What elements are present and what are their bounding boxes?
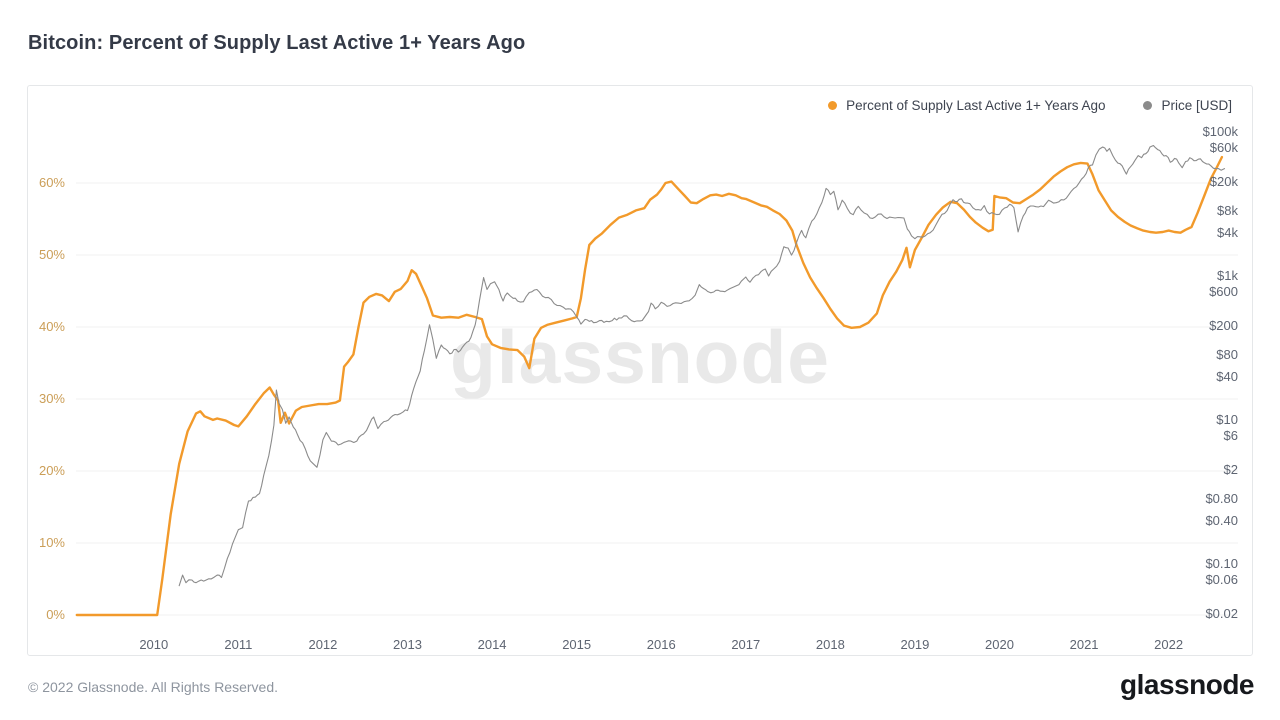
axis-tick-label: $100k (1202, 124, 1238, 140)
axis-tick-label: $600 (1209, 283, 1238, 299)
series-right (178, 144, 1226, 587)
axis-tick-label: $0.80 (1205, 490, 1238, 506)
glassnode-logo[interactable]: glassnode (1120, 669, 1254, 700)
axis-tick-label: $60k (1209, 139, 1238, 155)
axis-tick-label: 2013 (393, 637, 422, 652)
axis-tick-label: 2020 (985, 637, 1014, 652)
axis-tick-label: $2 (1223, 462, 1238, 478)
axis-tick-label: $0.06 (1205, 571, 1238, 587)
axis-tick-label: 20% (38, 463, 65, 479)
legend-label: Percent of Supply Last Active 1+ Years A… (846, 98, 1106, 113)
axis-tick-label: $6 (1223, 427, 1238, 443)
axis-tick-label: 2014 (477, 637, 507, 652)
axis-tick-label: 2022 (1154, 637, 1184, 652)
axis-tick-label: 2021 (1069, 637, 1099, 652)
axis-tick-label: $80 (1216, 346, 1238, 362)
axis-tick-label: 50% (38, 247, 65, 263)
axis-tick-label: 2017 (731, 637, 761, 652)
axis-tick-label: $200 (1209, 318, 1238, 334)
axis-tick-label: 2018 (815, 637, 845, 652)
axis-tick-label: 30% (38, 391, 65, 407)
axis-tick-label: 10% (38, 535, 65, 551)
chart-legend: Percent of Supply Last Active 1+ Years A… (828, 98, 1232, 113)
axis-tick-label: 2010 (139, 637, 169, 652)
axis-tick-label: $1k (1217, 268, 1238, 283)
axis-tick-label: $10 (1216, 411, 1238, 427)
legend-dot-icon (1143, 101, 1153, 110)
axis-tick-label: 60% (38, 175, 65, 191)
axis-tick-label: 2016 (646, 637, 676, 652)
axis-tick-label: $40 (1216, 368, 1238, 384)
axis-tick-label: $20k (1209, 174, 1238, 190)
axis-tick-label: 0% (46, 607, 65, 623)
axis-tick-label: 2015 (562, 637, 592, 652)
axis-tick-label: $4k (1217, 224, 1238, 240)
axis-tick-label: 2011 (224, 637, 253, 652)
axis-tick-label: 40% (38, 319, 65, 335)
axis-tick-label: $0.10 (1205, 555, 1238, 571)
page-title: Bitcoin: Percent of Supply Last Active 1… (28, 32, 526, 54)
legend-dot-icon (828, 101, 838, 110)
copyright-text: © 2022 Glassnode. All Rights Reserved. (28, 679, 279, 695)
axis-tick-label: 2019 (900, 637, 930, 652)
axis-tick-label: $0.40 (1205, 512, 1238, 528)
legend-item-price[interactable]: Price [USD] (1143, 98, 1232, 113)
axis-tick-label: $0.02 (1205, 606, 1238, 622)
series-left (75, 155, 1224, 617)
axis-tick-label: $8k (1217, 202, 1238, 218)
legend-item-percent-supply[interactable]: Percent of Supply Last Active 1+ Years A… (828, 98, 1105, 113)
axis-tick-label: 2012 (308, 637, 338, 652)
chart-card: Percent of Supply Last Active 1+ Years A… (27, 85, 1253, 656)
plot-area[interactable] (28, 86, 1254, 657)
legend-label: Price [USD] (1161, 98, 1232, 113)
